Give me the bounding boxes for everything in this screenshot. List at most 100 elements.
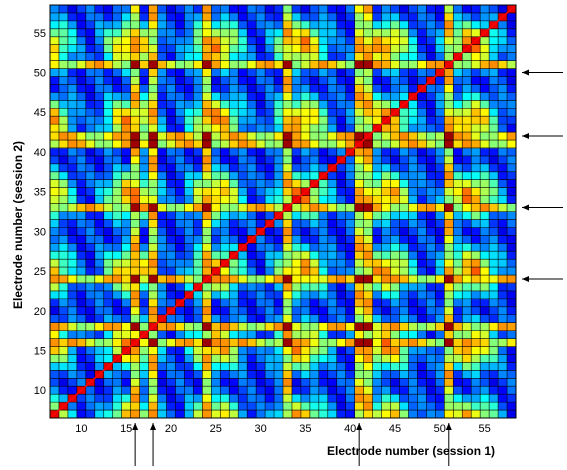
heatmap-cell: [346, 347, 355, 355]
heatmap-cell: [86, 100, 95, 108]
heatmap-cell: [471, 172, 480, 180]
heatmap-cell: [50, 156, 59, 164]
heatmap-cell: [301, 132, 310, 140]
heatmap-cell: [238, 204, 247, 212]
heatmap-cell: [77, 100, 86, 108]
heatmap-cell: [444, 180, 453, 188]
heatmap-cell: [158, 386, 167, 394]
heatmap-cell: [453, 196, 462, 204]
heatmap-cell: [149, 84, 158, 92]
heatmap-cell: [373, 53, 382, 61]
heatmap-cell: [417, 5, 426, 13]
heatmap-cell: [301, 339, 310, 347]
heatmap-cell: [59, 45, 68, 53]
heatmap-cell: [238, 212, 247, 220]
heatmap-cell: [453, 148, 462, 156]
heatmap-cell: [122, 323, 131, 331]
heatmap-cell: [435, 116, 444, 124]
heatmap-cell: [202, 235, 211, 243]
heatmap-cell: [480, 331, 489, 339]
heatmap-cell: [104, 410, 113, 418]
heatmap-cell: [59, 323, 68, 331]
heatmap-cell: [489, 378, 498, 386]
heatmap-cell: [265, 315, 274, 323]
heatmap-cell: [417, 386, 426, 394]
heatmap-cell: [202, 76, 211, 84]
heatmap-cell: [453, 339, 462, 347]
heatmap-cell: [462, 227, 471, 235]
heatmap-cell: [229, 76, 238, 84]
heatmap-cell: [480, 204, 489, 212]
heatmap-cell: [77, 283, 86, 291]
heatmap-cell: [444, 235, 453, 243]
heatmap-cell: [391, 37, 400, 45]
heatmap-cell: [113, 378, 122, 386]
heatmap-cell: [310, 394, 319, 402]
heatmap-cell: [95, 243, 104, 251]
heatmap-cell: [175, 402, 184, 410]
heatmap-cell: [211, 291, 220, 299]
heatmap-cell: [480, 21, 489, 29]
heatmap-cell: [462, 164, 471, 172]
heatmap-cell: [158, 370, 167, 378]
heatmap-cell: [346, 299, 355, 307]
heatmap-cell: [417, 402, 426, 410]
heatmap-cell: [453, 100, 462, 108]
heatmap-cell: [86, 212, 95, 220]
heatmap-cell: [489, 37, 498, 45]
heatmap-cell: [471, 188, 480, 196]
heatmap-cell: [193, 235, 202, 243]
heatmap-cell: [489, 116, 498, 124]
heatmap-cell: [346, 307, 355, 315]
heatmap-cell: [391, 84, 400, 92]
heatmap-cell: [489, 394, 498, 402]
heatmap-cell: [77, 394, 86, 402]
heatmap-cell: [256, 156, 265, 164]
heatmap-cell: [471, 61, 480, 69]
heatmap-cell: [346, 124, 355, 132]
heatmap-cell: [310, 156, 319, 164]
heatmap-cell: [462, 13, 471, 21]
heatmap-cell: [391, 378, 400, 386]
heatmap-cell: [319, 275, 328, 283]
heatmap-cell: [247, 53, 256, 61]
heatmap-cell: [131, 291, 140, 299]
heatmap-cell: [265, 61, 274, 69]
heatmap-cell: [301, 410, 310, 418]
heatmap-cell: [175, 410, 184, 418]
heatmap-cell: [435, 37, 444, 45]
heatmap-cell: [167, 84, 176, 92]
heatmap-cell: [364, 323, 373, 331]
heatmap-cell: [480, 188, 489, 196]
heatmap-cell: [193, 204, 202, 212]
heatmap-cell: [301, 196, 310, 204]
heatmap-cell: [193, 243, 202, 251]
heatmap-cell: [95, 204, 104, 212]
heatmap-cell: [489, 410, 498, 418]
heatmap-cell: [140, 69, 149, 77]
heatmap-cell: [158, 124, 167, 132]
heatmap-cell: [400, 188, 409, 196]
heatmap-cell: [167, 370, 176, 378]
heatmap-cell: [489, 108, 498, 116]
heatmap-cell: [417, 76, 426, 84]
heatmap-cell: [462, 347, 471, 355]
heatmap-cell: [444, 259, 453, 267]
heatmap-cell: [408, 164, 417, 172]
heatmap-cell: [184, 29, 193, 37]
heatmap-cell: [175, 124, 184, 132]
heatmap-cell: [480, 172, 489, 180]
heatmap-cell: [50, 132, 59, 140]
heatmap-cell: [77, 45, 86, 53]
heatmap-cell: [131, 259, 140, 267]
heatmap-cell: [391, 299, 400, 307]
heatmap-cell: [283, 148, 292, 156]
heatmap-cell: [140, 116, 149, 124]
heatmap-cell: [202, 227, 211, 235]
heatmap-cell: [310, 386, 319, 394]
heatmap-cell: [158, 251, 167, 259]
heatmap-cell: [283, 331, 292, 339]
heatmap-cell: [256, 132, 265, 140]
heatmap-cell: [229, 53, 238, 61]
heatmap-cell: [382, 410, 391, 418]
